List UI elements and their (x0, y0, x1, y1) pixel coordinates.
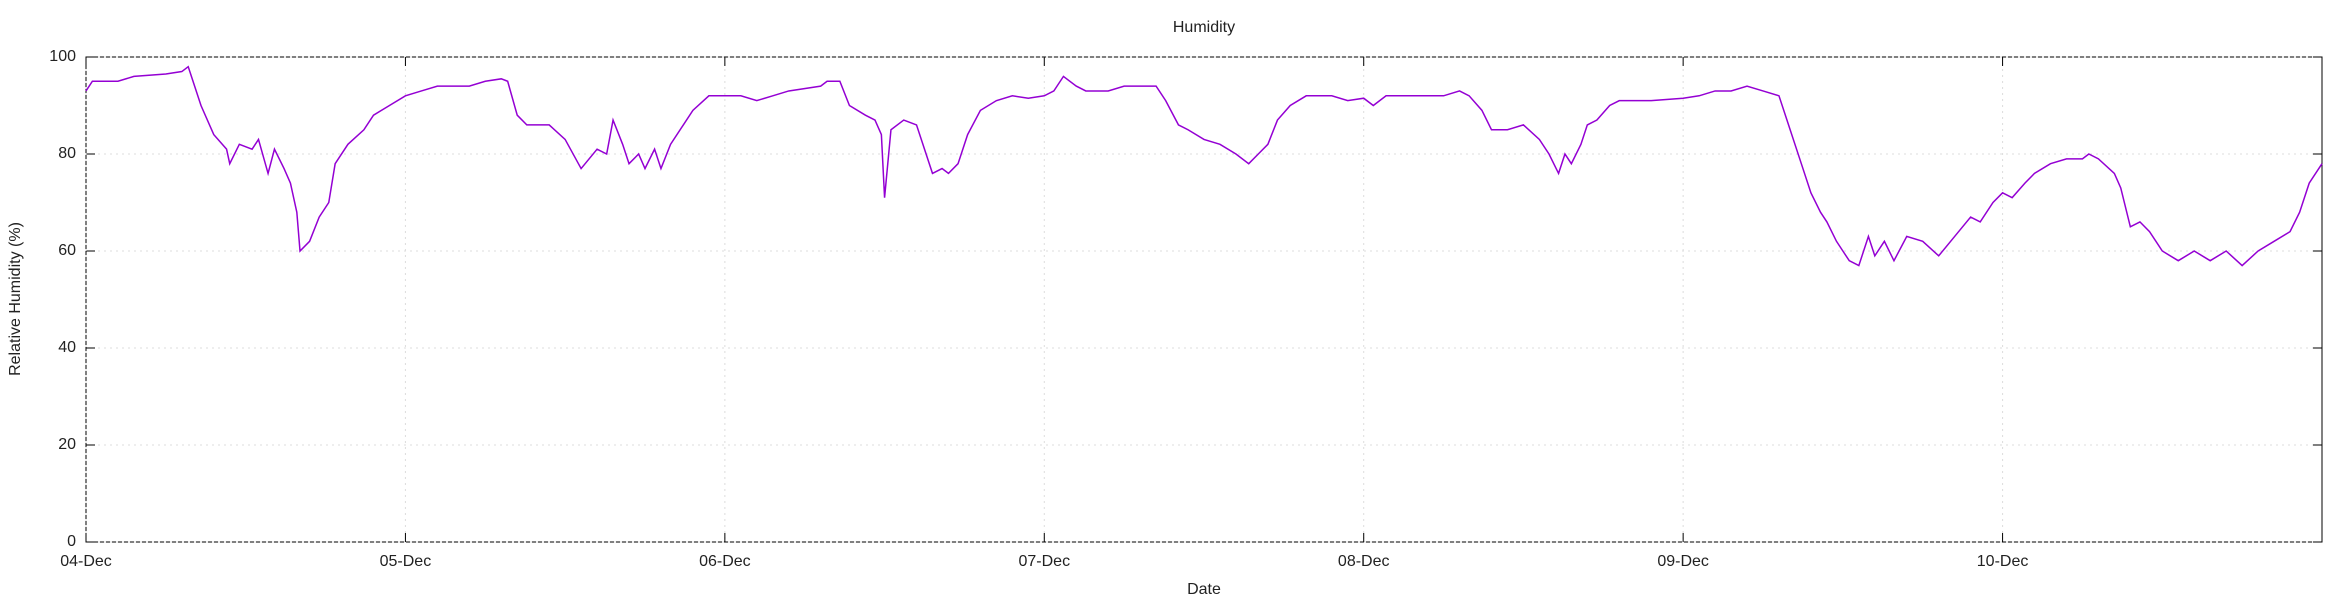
y-tick-label: 0 (67, 533, 76, 550)
x-tick-label: 07-Dec (1018, 553, 1070, 570)
y-tick-label: 100 (49, 48, 76, 65)
plot-frame (85, 56, 2323, 543)
y-tick-label: 60 (58, 242, 76, 259)
x-tick-label: 10-Dec (1977, 553, 2029, 570)
x-tick-label: 08-Dec (1338, 553, 1390, 570)
humidity-line (85, 65, 2323, 267)
x-tick-label: 06-Dec (699, 553, 751, 570)
y-tick-label: 20 (58, 436, 76, 453)
y-tick-label: 80 (58, 145, 76, 162)
x-tick-label: 09-Dec (1657, 553, 1709, 570)
x-tick-label: 04-Dec (60, 553, 112, 570)
x-tick-label: 05-Dec (380, 553, 432, 570)
y-tick-label: 40 (58, 339, 76, 356)
chart-title: Humidity (1173, 19, 1235, 36)
x-axis-label: Date (1187, 581, 1221, 598)
y-axis-label: Relative Humidity (%) (7, 222, 24, 376)
